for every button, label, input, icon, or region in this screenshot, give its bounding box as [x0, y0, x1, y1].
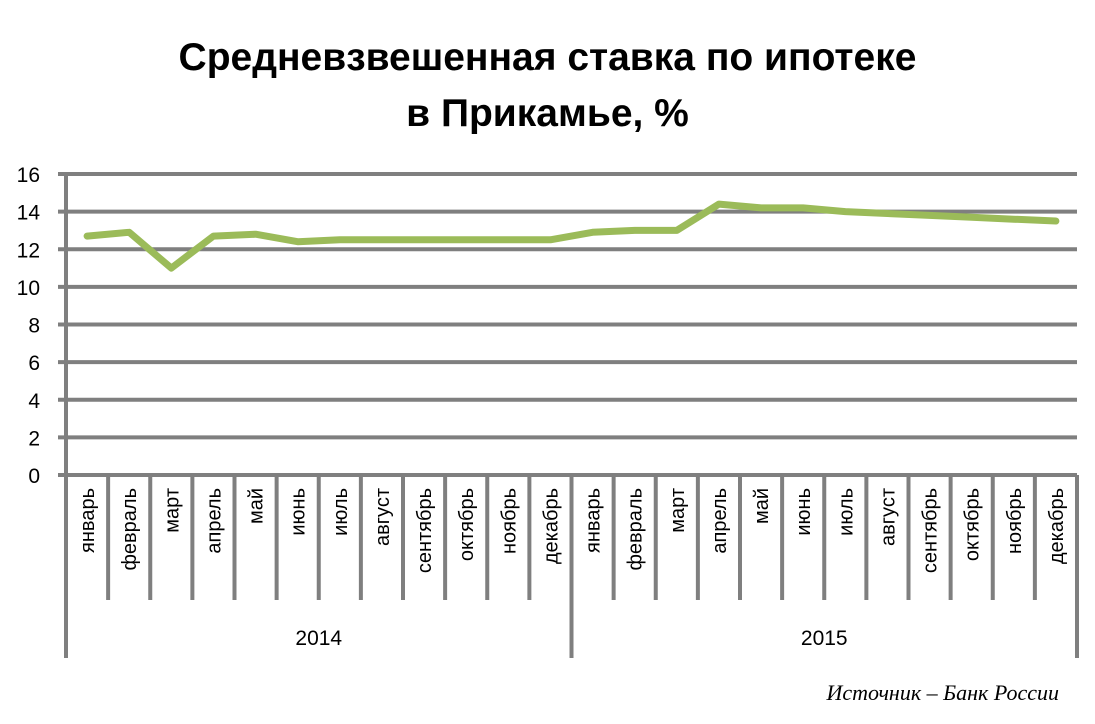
x-tick-label: декабрь	[540, 488, 562, 564]
y-axis: 0 2 4 6 8 10 12 14 16	[17, 164, 68, 658]
x-tick-label: май	[751, 488, 773, 524]
x-tick-label: июль	[835, 488, 857, 536]
x-tick-label: январь	[583, 488, 605, 553]
x-tick-label: август	[877, 488, 899, 546]
data-point	[339, 239, 341, 241]
data-point	[971, 216, 973, 218]
y-tick-label: 6	[28, 352, 40, 375]
x-tick-label: октябрь	[962, 488, 984, 561]
x-tick-label: октябрь	[456, 488, 478, 561]
y-tick-label: 8	[28, 315, 40, 338]
data-point	[128, 231, 130, 233]
x-tick-label: ноябрь	[498, 488, 520, 554]
y-tick-label: 4	[28, 390, 40, 413]
data-point	[170, 267, 172, 269]
x-tick-label: май	[246, 488, 268, 524]
data-point	[886, 213, 888, 215]
x-tick-label: сентябрь	[920, 488, 942, 573]
y-tick-label: 10	[17, 277, 40, 300]
x-tick-label: декабрь	[1046, 488, 1068, 564]
x-tick-label: январь	[77, 488, 99, 553]
data-point	[549, 239, 551, 241]
x-tick-label: апрель	[709, 488, 731, 554]
data-point	[381, 239, 383, 241]
chart-title: Средневзвешенная ставка по ипотеке в При…	[0, 30, 1095, 142]
data-point	[507, 239, 509, 241]
data-point	[465, 239, 467, 241]
x-axis: январь февраль март апрель май июнь июль август…	[64, 475, 1079, 658]
data-point	[929, 214, 931, 216]
gridlines	[58, 172, 1077, 477]
x-tick-label: сентябрь	[414, 488, 436, 573]
x-tick-label: июль	[330, 488, 352, 536]
data-point	[212, 235, 214, 237]
data-point	[760, 207, 762, 209]
x-tick-label: февраль	[119, 488, 141, 571]
data-point	[297, 241, 299, 243]
series-line	[83, 200, 1060, 272]
series-layer	[83, 200, 1060, 272]
y-tick-label: 0	[28, 465, 40, 488]
group-label: 2014	[295, 627, 342, 650]
y-tick-label: 2	[28, 427, 40, 450]
data-point	[676, 229, 678, 231]
x-tick-label: март	[667, 488, 689, 533]
x-tick-label: июнь	[793, 488, 815, 536]
data-point	[1055, 220, 1057, 222]
data-point	[1013, 218, 1015, 220]
x-tick-label: апрель	[203, 488, 225, 554]
x-tick-label: август	[372, 488, 394, 546]
x-tick-label: июнь	[288, 488, 310, 536]
x-tick-label: февраль	[625, 488, 647, 571]
data-point	[802, 207, 804, 209]
data-point	[423, 239, 425, 241]
data-point	[718, 203, 720, 205]
data-point	[592, 231, 594, 233]
x-tick-label: март	[161, 488, 183, 533]
chart-title-line-2: в Прикамье, %	[406, 92, 689, 135]
chart-title-line-1: Средневзвешенная ставка по ипотеке	[178, 36, 917, 79]
data-point	[634, 229, 636, 231]
data-point	[844, 211, 846, 213]
y-tick-label: 12	[17, 239, 40, 262]
y-tick-label: 16	[17, 164, 40, 187]
group-label: 2015	[801, 627, 848, 650]
source-note: Источник – Банк России	[826, 680, 1059, 705]
data-point	[255, 233, 257, 235]
x-tick-label: ноябрь	[1004, 488, 1026, 554]
y-tick-label: 14	[17, 202, 41, 225]
data-point	[86, 235, 88, 237]
